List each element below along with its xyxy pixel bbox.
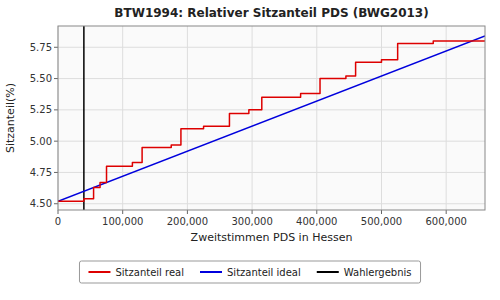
grid-line	[252, 26, 253, 210]
title: BTW1994: Relativer Sitzanteil PDS (BWG20…	[114, 6, 428, 20]
tick-mark	[122, 210, 123, 214]
plot-frame	[58, 26, 485, 210]
tick-label: 100,000	[102, 216, 143, 227]
tick-mark	[446, 210, 447, 214]
legend: Sitzanteil real Sitzanteil ideal Wahlergeb…	[79, 261, 420, 283]
chart: 0 100,000 200,000 300,000 400,000 500,000 600,…	[0, 0, 500, 300]
grid-line	[58, 141, 485, 142]
data-layer	[58, 26, 485, 210]
legend-label: Sitzanteil ideal	[227, 267, 301, 278]
grid-line	[58, 47, 485, 48]
reference-line	[83, 26, 85, 210]
legend-swatch	[88, 271, 110, 273]
tick-label: 300,000	[231, 216, 272, 227]
grid-line	[58, 203, 485, 204]
tick-mark	[54, 141, 58, 142]
tick-mark	[54, 47, 58, 48]
tick-mark	[381, 210, 382, 214]
legend-item: Wahlergebnis	[317, 267, 412, 278]
y-axis-label: Sitzanteil(%)	[4, 83, 17, 153]
legend-item: Sitzanteil ideal	[200, 267, 301, 278]
legend-swatch	[317, 271, 339, 273]
tick-mark	[187, 210, 188, 214]
grid-line	[122, 26, 123, 210]
grid-line	[446, 26, 447, 210]
tick-mark	[58, 210, 59, 214]
tick-label: 200,000	[167, 216, 208, 227]
tick-label: 400,000	[296, 216, 337, 227]
grid-line	[316, 26, 317, 210]
tick-mark	[54, 78, 58, 79]
grid-line	[58, 78, 485, 79]
series-line	[58, 41, 485, 201]
legend-swatch	[200, 271, 222, 273]
tick-label: 5.75	[30, 42, 52, 53]
tick-label: 0	[55, 216, 61, 227]
legend-label: Wahlergebnis	[344, 267, 412, 278]
tick-label: 4.50	[30, 198, 52, 209]
tick-label: 500,000	[361, 216, 402, 227]
tick-mark	[252, 210, 253, 214]
grid	[58, 26, 485, 210]
tick-mark	[316, 210, 317, 214]
plot-area	[58, 26, 485, 210]
grid-line	[58, 109, 485, 110]
grid-line	[381, 26, 382, 210]
grid-line	[58, 172, 485, 173]
legend-label: Sitzanteil real	[115, 267, 184, 278]
legend-item: Sitzanteil real	[88, 267, 184, 278]
legend-box	[79, 261, 420, 283]
x-axis-label: Zweitstimmen PDS in Hessen	[191, 231, 353, 244]
tick-label: 600,000	[426, 216, 467, 227]
tick-label: 5.50	[30, 73, 52, 84]
series-line	[58, 36, 485, 201]
grid-line	[187, 26, 188, 210]
tick-mark	[54, 109, 58, 110]
tick-label: 5.00	[30, 136, 52, 147]
tick-label: 5.25	[30, 104, 52, 115]
tick-mark	[54, 203, 58, 204]
tick-label: 4.75	[30, 167, 52, 178]
tick-mark	[54, 172, 58, 173]
